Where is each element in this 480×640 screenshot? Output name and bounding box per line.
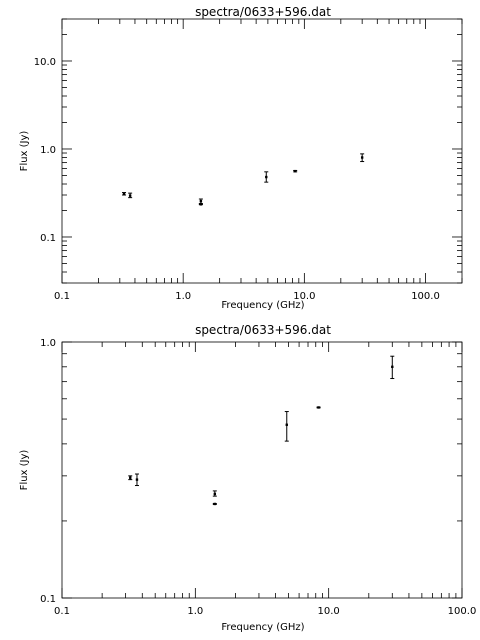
point-marker xyxy=(317,406,320,409)
point-marker xyxy=(128,194,132,197)
data-point xyxy=(134,473,139,487)
data-point xyxy=(284,411,289,442)
point-marker xyxy=(213,502,217,506)
data-point xyxy=(360,153,365,163)
top-x-axis-label: Frequency (GHz) xyxy=(221,300,304,311)
x-tick-label: 100.0 xyxy=(411,291,440,302)
bottom-y-ticks: 0.1 1.0 xyxy=(40,338,462,605)
point-marker xyxy=(285,423,288,426)
x-tick-label: 1.0 xyxy=(175,291,191,302)
data-point xyxy=(198,198,203,205)
top-chart: spectra/0633+596.dat 0.1 1.0 10.0 100.0 0.1… xyxy=(19,5,463,311)
x-tick-label: 1.0 xyxy=(187,606,203,617)
point-marker xyxy=(199,203,203,206)
point-marker xyxy=(265,175,268,179)
x-tick-label: 10.0 xyxy=(293,291,315,302)
x-tick-label: 0.1 xyxy=(54,291,70,302)
top-chart-title: spectra/0633+596.dat xyxy=(195,5,331,19)
y-tick-label: 10.0 xyxy=(34,57,56,68)
point-marker xyxy=(360,156,364,159)
y-tick-label: 0.1 xyxy=(40,233,56,244)
bottom-y-axis-label: Flux (Jy) xyxy=(19,450,30,491)
data-point xyxy=(128,192,133,199)
point-marker xyxy=(213,492,217,496)
x-tick-label: 100.0 xyxy=(448,606,477,617)
data-point xyxy=(212,490,217,497)
bottom-data-points xyxy=(128,355,395,506)
top-data-points xyxy=(122,153,365,206)
data-point xyxy=(264,171,269,183)
data-point xyxy=(316,406,321,409)
top-y-axis-label: Flux (Jy) xyxy=(19,131,30,172)
data-point xyxy=(293,169,298,173)
bottom-plot-frame xyxy=(61,341,463,599)
bottom-x-ticks: 0.1 1.0 10.0 100.0 xyxy=(54,342,476,617)
point-marker xyxy=(129,476,132,479)
y-tick-label: 0.1 xyxy=(40,594,56,605)
point-marker xyxy=(122,192,126,195)
top-plot-frame xyxy=(61,18,463,284)
point-marker xyxy=(135,478,139,481)
top-x-ticks: 0.1 1.0 10.0 100.0 xyxy=(54,19,463,302)
y-tick-label: 1.0 xyxy=(40,145,56,156)
x-tick-label: 10.0 xyxy=(318,606,340,617)
y-tick-label: 1.0 xyxy=(40,338,56,349)
point-marker xyxy=(199,200,203,203)
data-point xyxy=(212,502,217,506)
data-point xyxy=(390,355,395,380)
bottom-chart: spectra/0633+596.dat 0.1 1.0 10.0 100.0 0.1… xyxy=(19,323,476,633)
bottom-chart-title: spectra/0633+596.dat xyxy=(195,323,331,337)
point-marker xyxy=(293,169,297,173)
x-tick-label: 0.1 xyxy=(54,606,70,617)
top-y-ticks: 0.1 1.0 10.0 xyxy=(34,18,462,284)
bottom-x-axis-label: Frequency (GHz) xyxy=(221,622,304,633)
data-point xyxy=(198,203,203,206)
data-point xyxy=(128,475,133,481)
data-point xyxy=(122,192,127,196)
point-marker xyxy=(391,365,394,369)
